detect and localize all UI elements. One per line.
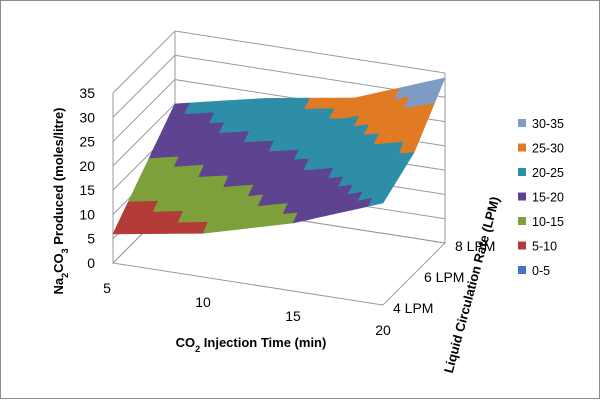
legend-label: 20-25 [532,166,564,180]
x-tick-label: 5 [103,280,111,296]
y-tick-label: 5 [87,231,95,247]
legend-swatch [518,241,526,250]
legend-label: 10-15 [532,215,564,229]
legend-swatch [518,168,526,176]
depth-tick-label: 6 LPM [424,269,464,285]
y-tick-label: 25 [79,134,95,150]
y-tick-label: 20 [79,158,95,174]
y-tick-label: 0 [87,255,95,271]
legend-label: 0-5 [532,264,550,278]
gridline [112,30,446,94]
legend-swatch [518,217,526,225]
legend-label: 5-10 [532,240,557,254]
legend-label: 15-20 [532,191,564,205]
depth-tick-label: 8 LPM [455,238,495,254]
y-tick-label: 35 [79,85,95,101]
x-axis-title: CO2 Injection Time (min) [176,335,327,354]
legend-swatch [518,266,526,274]
legend-swatch [518,192,526,201]
legend-swatch [518,143,526,152]
x-tick-label: 20 [375,322,391,338]
depth-tick-label: 4 LPM [393,300,433,316]
surface-facet [393,152,415,163]
legend-swatch [518,119,526,127]
surface-plot [112,77,446,235]
legend: 30-35 25-30 20-25 15-20 10-15 5-10 0-5 [518,117,564,278]
x-tick-label: 10 [195,294,211,310]
y-tick-label: 15 [79,182,95,198]
y-tick-label: 30 [79,109,95,125]
surface-facet [424,77,446,94]
y-tick-label: 10 [79,206,95,222]
legend-label: 25-30 [532,142,564,156]
x-tick-label: 15 [285,308,301,324]
legend-label: 30-35 [532,117,564,131]
y-axis-title: Na2CO3 Produced (moles/litre) [51,107,70,294]
